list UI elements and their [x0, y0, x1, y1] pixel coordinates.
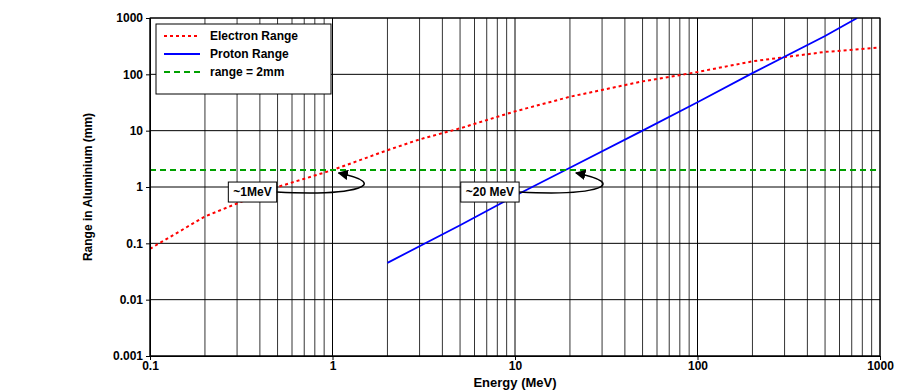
y-tick-mark	[146, 187, 150, 188]
y-tick: 1	[136, 180, 150, 194]
y-axis: 0.001 0.01 0.1 1 10 100 1000	[113, 11, 151, 363]
annotations: ~1MeV ~20 MeV	[228, 173, 603, 202]
y-tick-mark	[146, 300, 150, 301]
y-tick-mark	[146, 18, 150, 19]
legend-box	[156, 24, 331, 94]
y-tick-label: 10	[130, 124, 144, 138]
legend-label: Proton Range	[210, 47, 289, 61]
grid	[150, 18, 880, 356]
data-lines	[150, 18, 880, 263]
y-tick-mark	[146, 356, 150, 357]
annotation-label: ~1MeV	[233, 185, 271, 199]
y-tick: 10	[130, 124, 150, 138]
x-tick-label: 10	[509, 359, 523, 373]
chart: 0.1 1 10 100 1000 0.001 0.01 0.1 1 10 100 1000 Energ…	[0, 0, 920, 390]
legend-label: range = 2mm	[210, 65, 284, 79]
x-tick: 10	[509, 356, 523, 373]
y-tick-mark	[146, 131, 150, 132]
x-axis: 0.1 1 10 100 1000	[142, 356, 894, 373]
y-tick-label: 0.1	[126, 237, 143, 251]
y-tick-label: 1000	[116, 11, 143, 25]
y-tick-mark	[146, 74, 150, 75]
series-line	[150, 47, 880, 248]
y-tick-mark	[146, 243, 150, 244]
y-axis-title: Range in Aluminium (mm)	[81, 113, 95, 261]
annotation-box	[228, 182, 276, 202]
y-tick-label: 0.001	[113, 349, 143, 363]
x-tick: 1000	[867, 356, 894, 373]
x-tick: 100	[688, 356, 708, 373]
grid-line	[150, 299, 880, 300]
y-tick-label: 100	[123, 68, 143, 82]
plot-frame	[150, 18, 880, 356]
y-tick: 0.1	[126, 237, 150, 251]
legend: Electron Range Proton Range range = 2mm	[156, 24, 331, 94]
series-line	[150, 169, 880, 171]
y-axis-line	[146, 19, 151, 357]
y-tick: 0.01	[120, 293, 150, 307]
legend-label: Electron Range	[210, 29, 298, 43]
x-tick-label: 100	[688, 359, 708, 373]
x-tick: 1	[330, 356, 337, 373]
legend-swatch	[164, 35, 200, 37]
annotation-box	[461, 182, 519, 202]
x-axis-title: Energy (MeV)	[473, 375, 556, 390]
legend-swatch	[164, 53, 200, 55]
annotation-label: ~20 MeV	[466, 185, 514, 199]
x-tick-label: 0.1	[142, 359, 159, 373]
y-tick-label: 0.01	[120, 293, 144, 307]
x-tick-label: 1000	[867, 359, 894, 373]
grid-line	[150, 130, 880, 131]
legend-swatch	[164, 71, 200, 73]
annotation-arrow	[519, 173, 603, 193]
y-tick-label: 1	[136, 180, 143, 194]
grid-line	[150, 243, 880, 244]
y-tick: 100	[123, 68, 150, 82]
x-tick-label: 1	[330, 359, 337, 373]
x-tick: 0.1	[142, 356, 159, 373]
y-tick: 0.001	[113, 349, 150, 363]
plot-area	[150, 18, 880, 356]
annotation-arrow	[277, 173, 365, 193]
series-line	[387, 18, 857, 263]
y-tick: 1000	[116, 11, 150, 25]
